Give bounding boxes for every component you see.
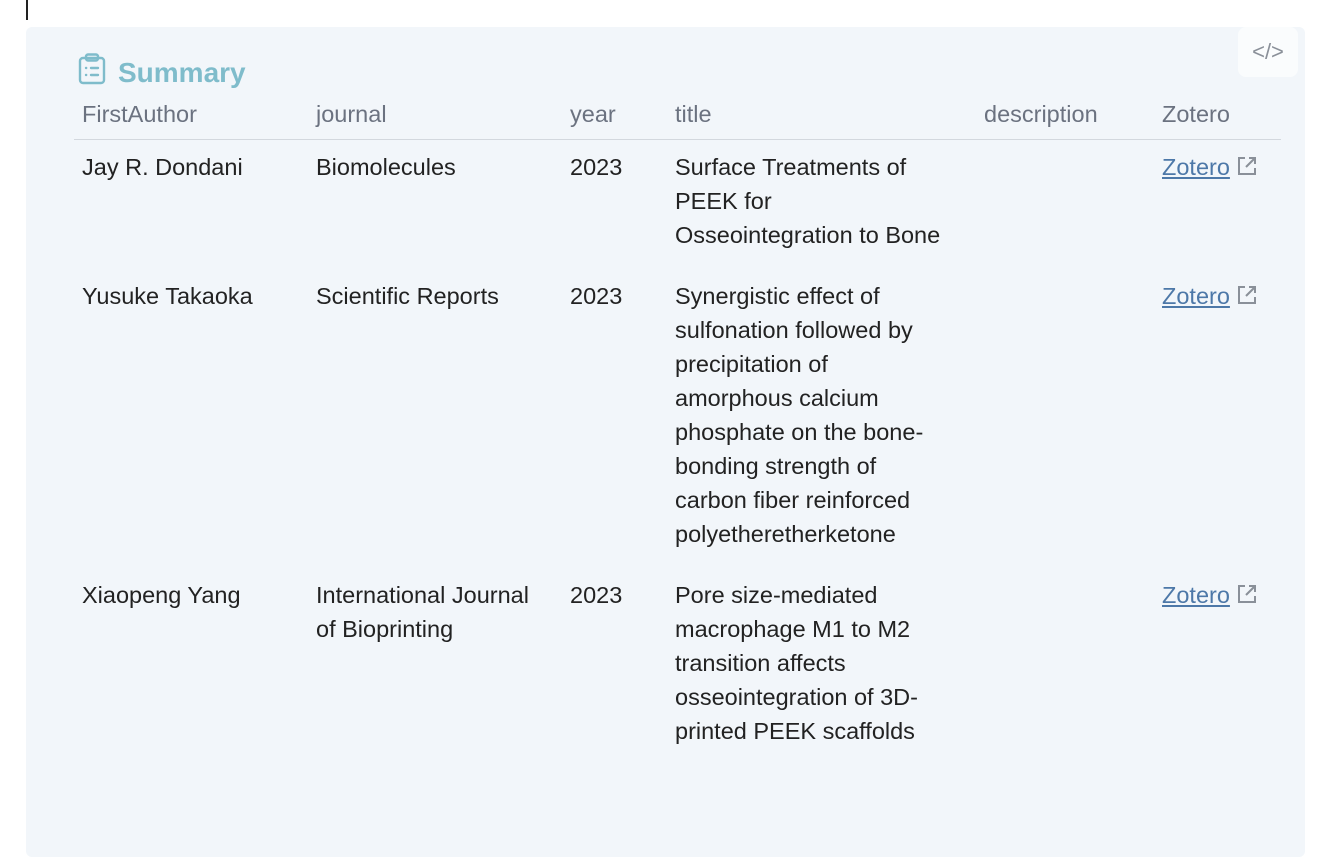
header-journal[interactable]: journal (308, 93, 562, 140)
cell-description (976, 140, 1154, 270)
header-zotero[interactable]: Zotero (1154, 93, 1281, 140)
cell-journal: Scientific Reports (316, 283, 499, 309)
cell-year: 2023 (570, 154, 623, 180)
cell-journal: Biomolecules (316, 154, 456, 180)
cell-zotero: Zotero (1154, 269, 1281, 568)
cell-journal: International Journal of Bioprinting (316, 582, 529, 642)
cell-title: Pore size-mediated macrophage M1 to M2 t… (675, 582, 918, 744)
header-description[interactable]: description (976, 93, 1154, 140)
external-link-icon (1236, 152, 1258, 186)
dataview-table: FirstAuthor journal year title descripti… (74, 93, 1281, 765)
cell-zotero: Zotero (1154, 140, 1281, 270)
cell-year: 2023 (570, 582, 623, 608)
table-row: Jay R. Dondani Biomolecules 2023 Surface Tr… (74, 140, 1281, 270)
cell-zotero: Zotero (1154, 568, 1281, 765)
cell-title: Synergistic effect of sulfonation follow… (675, 283, 924, 547)
cell-description (976, 568, 1154, 765)
cell-description (976, 269, 1154, 568)
cell-year: 2023 (570, 283, 623, 309)
header-year[interactable]: year (562, 93, 667, 140)
callout-title-text: Summary (118, 56, 246, 88)
table-row: Yusuke Takaoka Scientific Reports 2023 Syne… (74, 269, 1281, 568)
clipboard-list-icon (78, 53, 106, 92)
cell-author: Xiaopeng Yang (82, 582, 241, 608)
cell-title: Surface Treatments of PEEK for Osseointe… (675, 154, 941, 248)
callout-title[interactable]: Summary (78, 53, 246, 92)
edit-source-button[interactable]: </> (1238, 27, 1298, 77)
header-title[interactable]: title (667, 93, 976, 140)
external-link-icon (1236, 281, 1258, 315)
header-firstauthor[interactable]: FirstAuthor (74, 93, 308, 140)
zotero-link[interactable]: Zotero (1162, 283, 1230, 309)
cell-author: Jay R. Dondani (82, 154, 243, 180)
zotero-link[interactable]: Zotero (1162, 154, 1230, 180)
external-link-icon (1236, 580, 1258, 614)
code-icon: </> (1252, 39, 1284, 64)
summary-callout: </> Summary FirstAuthor journal year tit… (26, 27, 1305, 857)
table-row: Xiaopeng Yang International Journal of Bi… (74, 568, 1281, 765)
text-cursor (26, 0, 28, 20)
zotero-link[interactable]: Zotero (1162, 582, 1230, 608)
cell-author: Yusuke Takaoka (82, 283, 253, 309)
